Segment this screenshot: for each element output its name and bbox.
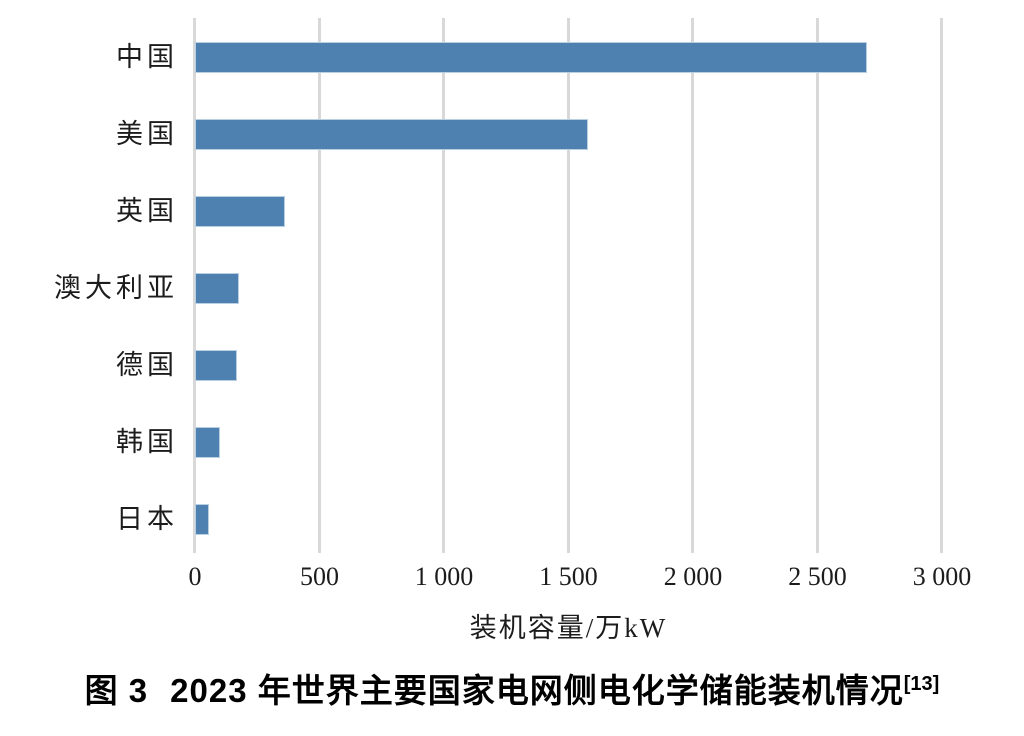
gridline-500 <box>317 18 321 553</box>
gridline-2000 <box>691 18 694 553</box>
caption-reference: [13] <box>903 673 940 695</box>
x-tick-label-500: 500 <box>300 562 339 591</box>
plot-area <box>193 18 943 553</box>
caption-prefix: 图 3 <box>84 672 149 709</box>
gridline-1000 <box>442 18 445 553</box>
category-label-英国: 英国 <box>116 196 178 226</box>
x-tick-label-1000: 1 000 <box>414 562 474 591</box>
category-label-澳大利亚: 澳大利亚 <box>54 273 178 303</box>
bar-德国 <box>195 350 238 381</box>
bar-澳大利亚 <box>195 273 239 304</box>
x-tick-label-2500: 2 500 <box>788 562 847 591</box>
category-label-韩国: 韩国 <box>116 427 178 457</box>
bar-美国 <box>195 119 589 150</box>
category-label-美国: 美国 <box>116 119 178 149</box>
bar-韩国 <box>195 427 220 458</box>
x-tick-label-0: 0 <box>188 562 202 591</box>
category-label-日本: 日本 <box>116 504 178 534</box>
x-tick-label-1500: 1 500 <box>539 562 598 591</box>
x-axis-ticks: 0 500 1 000 1 500 2 000 2 500 3 000 <box>189 562 972 596</box>
x-axis-title: 装机容量/万kW <box>469 613 668 643</box>
figure-caption: 图 3 2023 年世界主要国家电网侧电化学储能装机情况[13] <box>0 664 1024 712</box>
bar-英国 <box>195 196 285 227</box>
gridline-2500 <box>815 18 819 553</box>
gridline-0 <box>193 18 196 553</box>
bar-日本 <box>195 504 209 535</box>
gridline-3000 <box>940 18 943 553</box>
gridline-1500 <box>566 18 570 553</box>
category-label-德国: 德国 <box>116 350 178 380</box>
bar-中国 <box>195 42 868 73</box>
category-label-中国: 中国 <box>116 42 178 72</box>
x-tick-label-3000: 3 000 <box>912 562 972 591</box>
x-tick-label-2000: 2 000 <box>663 562 723 591</box>
caption-title: 2023 年世界主要国家电网侧电化学储能装机情况 <box>170 672 904 709</box>
